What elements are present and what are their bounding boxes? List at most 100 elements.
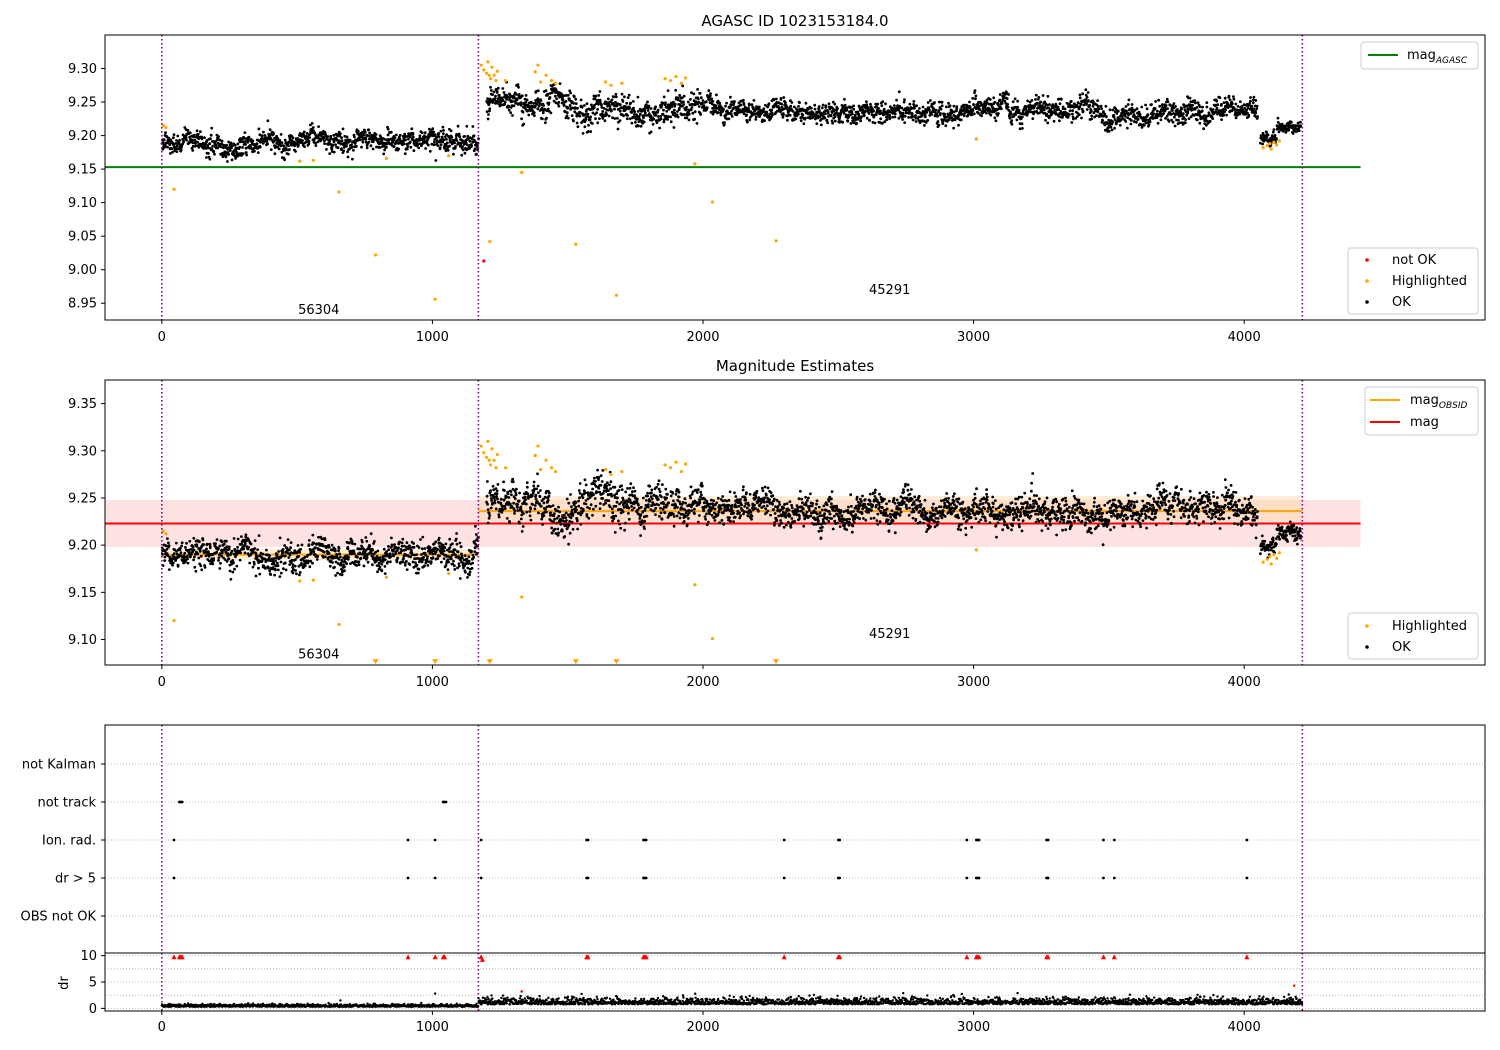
ok-point (692, 92, 696, 96)
ok-point (556, 533, 560, 537)
ok-point (652, 117, 656, 121)
legend-label: Highlighted (1392, 274, 1467, 289)
ok-point (296, 137, 300, 140)
ok-point (445, 133, 449, 137)
ok-point (1046, 121, 1050, 125)
ok-point (380, 569, 384, 573)
ok-point (928, 108, 931, 112)
ok-point (1171, 120, 1175, 124)
ok-point (1081, 109, 1085, 113)
ok-point (449, 129, 453, 133)
ok-point (426, 555, 429, 559)
ok-point (193, 565, 197, 569)
legend-marker-not-ok (1365, 258, 1369, 262)
ok-point (416, 143, 419, 147)
ok-point (1124, 120, 1128, 123)
ok-point (978, 108, 982, 112)
ok-point (337, 546, 341, 550)
ok-point (714, 104, 718, 108)
ok-point (845, 108, 849, 112)
ok-point (615, 104, 619, 108)
ok-point (578, 491, 582, 495)
ok-point (490, 89, 493, 92)
ok-point (446, 568, 450, 571)
ok-point (434, 540, 438, 544)
ok-point (681, 84, 685, 88)
ok-point (251, 139, 255, 143)
ok-point (551, 504, 555, 507)
ok-point (336, 146, 340, 150)
ok-point (222, 146, 226, 150)
ok-point (646, 100, 649, 104)
ok-point (352, 148, 355, 152)
ok-point (877, 106, 880, 110)
ok-point (497, 99, 500, 103)
ok-point (488, 109, 491, 113)
ok-point (530, 494, 534, 498)
ok-point (1182, 112, 1185, 115)
ok-point (571, 512, 575, 516)
ok-point (367, 134, 371, 138)
ok-point (790, 101, 794, 104)
ok-point (422, 141, 426, 145)
ok-point (1037, 95, 1041, 99)
ok-point (546, 92, 549, 96)
ok-point (243, 131, 247, 135)
ok-point (669, 120, 673, 124)
ok-point (576, 106, 579, 110)
ok-point (910, 112, 914, 116)
ok-point (881, 100, 885, 104)
ok-point (992, 96, 996, 100)
ok-point (495, 492, 499, 496)
ok-point (192, 536, 196, 540)
ok-point (1057, 108, 1061, 111)
ok-point (1044, 118, 1047, 122)
ok-point (705, 106, 709, 110)
ok-point (576, 125, 580, 129)
ok-point (1116, 109, 1120, 113)
ok-point (601, 117, 605, 120)
ok-point (451, 542, 454, 546)
ok-point (167, 541, 170, 545)
ok-point (223, 150, 227, 154)
highlighted-point (974, 137, 978, 141)
ok-point (687, 118, 691, 122)
ok-point (252, 562, 256, 566)
ok-point (345, 142, 349, 145)
ok-point (389, 555, 393, 558)
ok-point (701, 99, 705, 102)
ok-point (673, 111, 677, 115)
ok-point (334, 574, 337, 577)
ok-point (423, 547, 427, 550)
ok-point (711, 100, 715, 103)
ok-point (1104, 104, 1108, 108)
ok-point (243, 542, 247, 546)
ok-point (291, 136, 295, 140)
ok-point (574, 508, 578, 512)
ok-point (564, 99, 568, 103)
ok-point (557, 100, 561, 104)
ok-point (1184, 118, 1187, 121)
ok-point (597, 102, 600, 106)
ok-point (1130, 119, 1133, 122)
ok-point (331, 143, 335, 147)
ok-point (387, 545, 390, 548)
ok-point (1031, 117, 1035, 120)
ok-point (661, 112, 665, 116)
ok-point (1077, 101, 1080, 105)
ok-point (696, 97, 700, 101)
ok-point (452, 152, 455, 156)
ok-point (823, 116, 827, 120)
ok-point (1180, 107, 1184, 111)
ok-point (833, 115, 837, 118)
highlighted-point (311, 158, 315, 162)
ok-point (647, 112, 651, 116)
ok-point (1024, 105, 1028, 109)
ok-point (568, 520, 572, 523)
ok-point (486, 521, 490, 525)
ok-point (501, 99, 505, 102)
ok-point (207, 552, 211, 556)
ok-point (415, 553, 418, 557)
ok-point (929, 99, 932, 102)
ok-point (637, 114, 641, 118)
